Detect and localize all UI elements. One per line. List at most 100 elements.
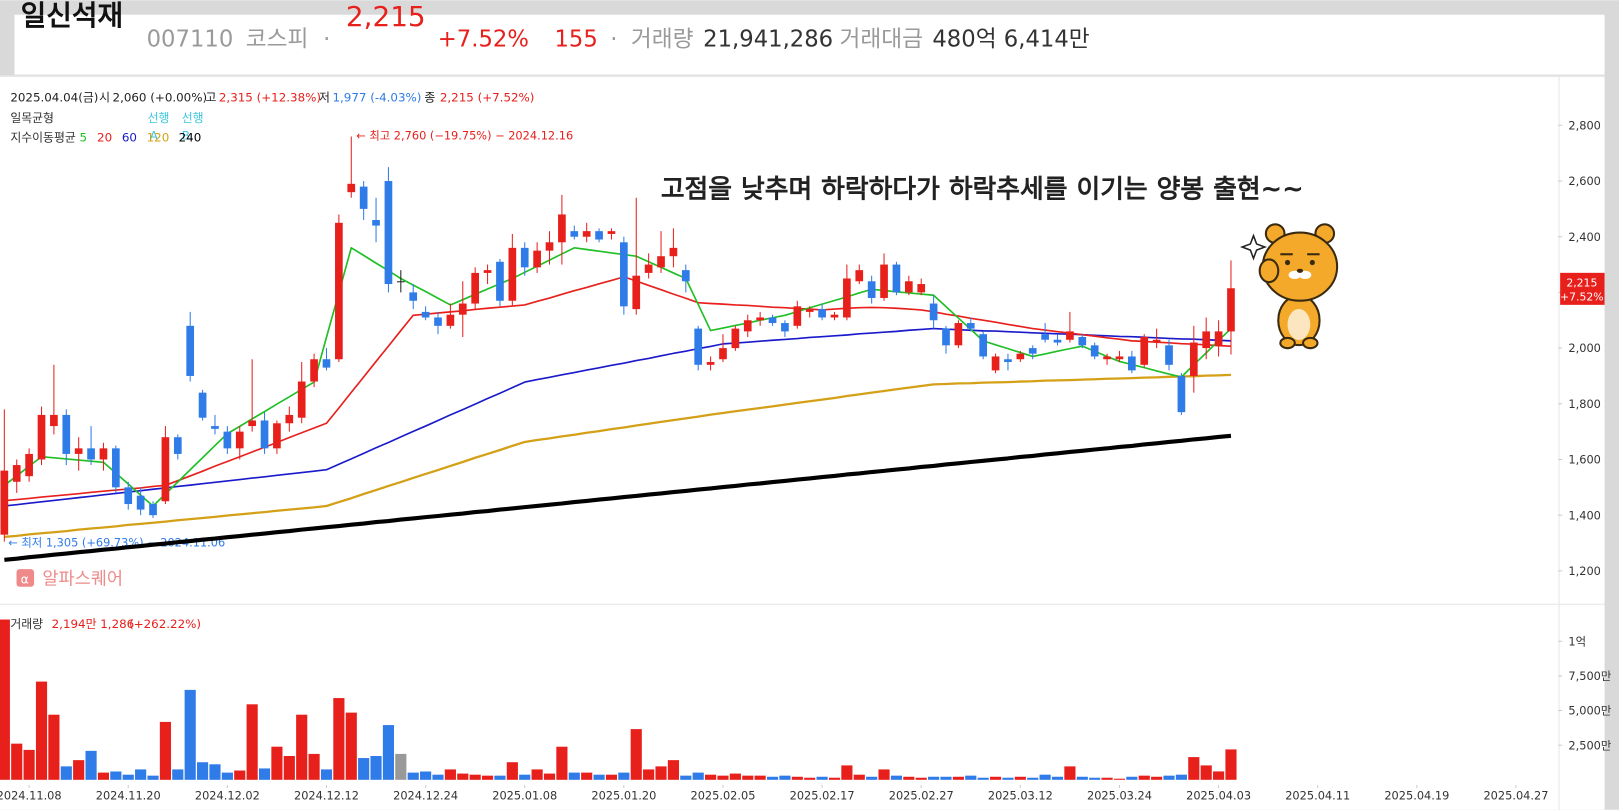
price: 2,215 [346,0,426,33]
candle-body [743,320,752,332]
candle-body [112,448,120,488]
volume-bar [271,746,283,780]
volume-bar [1175,774,1187,780]
volume-title: 거래량 [10,617,43,631]
volume-bar [320,769,333,780]
volume-bar [494,775,506,780]
volume-bar [234,770,246,780]
legend-entry: 5 [80,131,88,145]
volume-bar [370,755,382,780]
x-tick-label: 2025.04.03 [1186,788,1251,802]
ma-line [3,247,1232,507]
ma-line [4,327,1232,507]
volume-bar [977,777,989,780]
volume-bar [420,771,432,780]
candle-body [297,381,306,418]
volume-bar [1027,777,1039,780]
candle-body [991,356,1000,371]
volume-bar [358,758,370,780]
candle-body [235,431,244,449]
volume-bar [717,775,729,780]
volume-bar [605,774,618,780]
candle-body [917,284,926,293]
candle-body [1004,359,1012,363]
volume-bar [221,772,233,780]
volume-bar [543,773,556,780]
volume-bar [903,776,915,780]
candle-body [496,261,504,301]
x-tick-label: 2025.04.11 [1285,788,1350,802]
legend-entry: 120 [147,131,170,145]
logo-icon [16,569,35,587]
volume-bar [878,769,890,780]
candle-body [607,231,616,234]
candle-body [818,309,826,318]
candle-body [322,359,331,368]
volume-bar [692,772,704,780]
candle-body [768,317,777,324]
candle-body [0,470,9,535]
candle-body [124,487,133,505]
x-tick-label: 2025.02.05 [690,788,755,802]
candle-body [979,334,988,357]
volume-bar [296,714,308,780]
volume-bar [110,771,122,780]
candle-body [149,504,157,516]
volume-bar [506,762,518,780]
candles [0,136,1235,542]
candle-body [446,314,455,326]
info-value: 2,060 (+0.00%) [113,90,208,104]
candle-body [942,328,950,346]
change: 155 [554,27,597,53]
candle-body [1078,336,1087,346]
volume-bar [246,704,258,780]
candle-body [198,392,207,418]
candle-body [211,426,219,429]
candle-body [1165,345,1173,365]
y-tick-label: 2,400 [1568,230,1600,244]
candle-body [954,323,963,346]
volume-bar [1089,777,1101,780]
volume-bar [581,772,593,780]
volume-bar [1200,765,1212,780]
candle-body [1090,345,1099,357]
volume-bar [159,721,171,780]
x-tick-label: 2024.12.12 [294,788,359,802]
volume-bar [952,776,964,780]
candle-body [1115,356,1124,360]
candle-body [1214,331,1223,346]
candle-body [483,270,492,273]
candle-body [421,311,430,318]
volume-bar [655,766,667,780]
candle-body [12,465,21,482]
candle-body [1202,331,1211,349]
volume-bar [989,776,1002,780]
candle-body [1128,356,1136,371]
volume-bar [915,777,927,780]
candle-body [396,281,405,283]
x-tick-label: 2025.01.20 [591,788,656,802]
info-value: 2,215 (+7.52%) [440,90,535,104]
candle-body [1053,339,1062,343]
x-tick-label: 2025.02.27 [889,788,954,802]
volume-bar [1126,776,1138,780]
volume-bar [382,725,395,780]
candle-body [669,247,678,257]
volume-bar [1039,774,1051,780]
candle-body [285,414,294,424]
comment: 고점을 낮추며 하락하다가 하락추세를 이기는 양봉 출현~~ [661,174,1304,204]
candle-body [805,309,814,312]
volume-bar [1188,757,1200,780]
y-tick-label: 2,500만 [1568,738,1611,752]
candle-body [62,414,71,454]
info-label: 저 [319,90,330,104]
candle-body [1103,356,1111,360]
candle-body [533,250,541,268]
volume-legend-value: 2,194만 1,286 [52,617,135,631]
candle-body [471,272,480,304]
candle-body [1016,353,1025,360]
y-tick-label: 2,600 [1568,174,1600,188]
candle-body [273,423,281,449]
volume-bar [345,712,357,780]
